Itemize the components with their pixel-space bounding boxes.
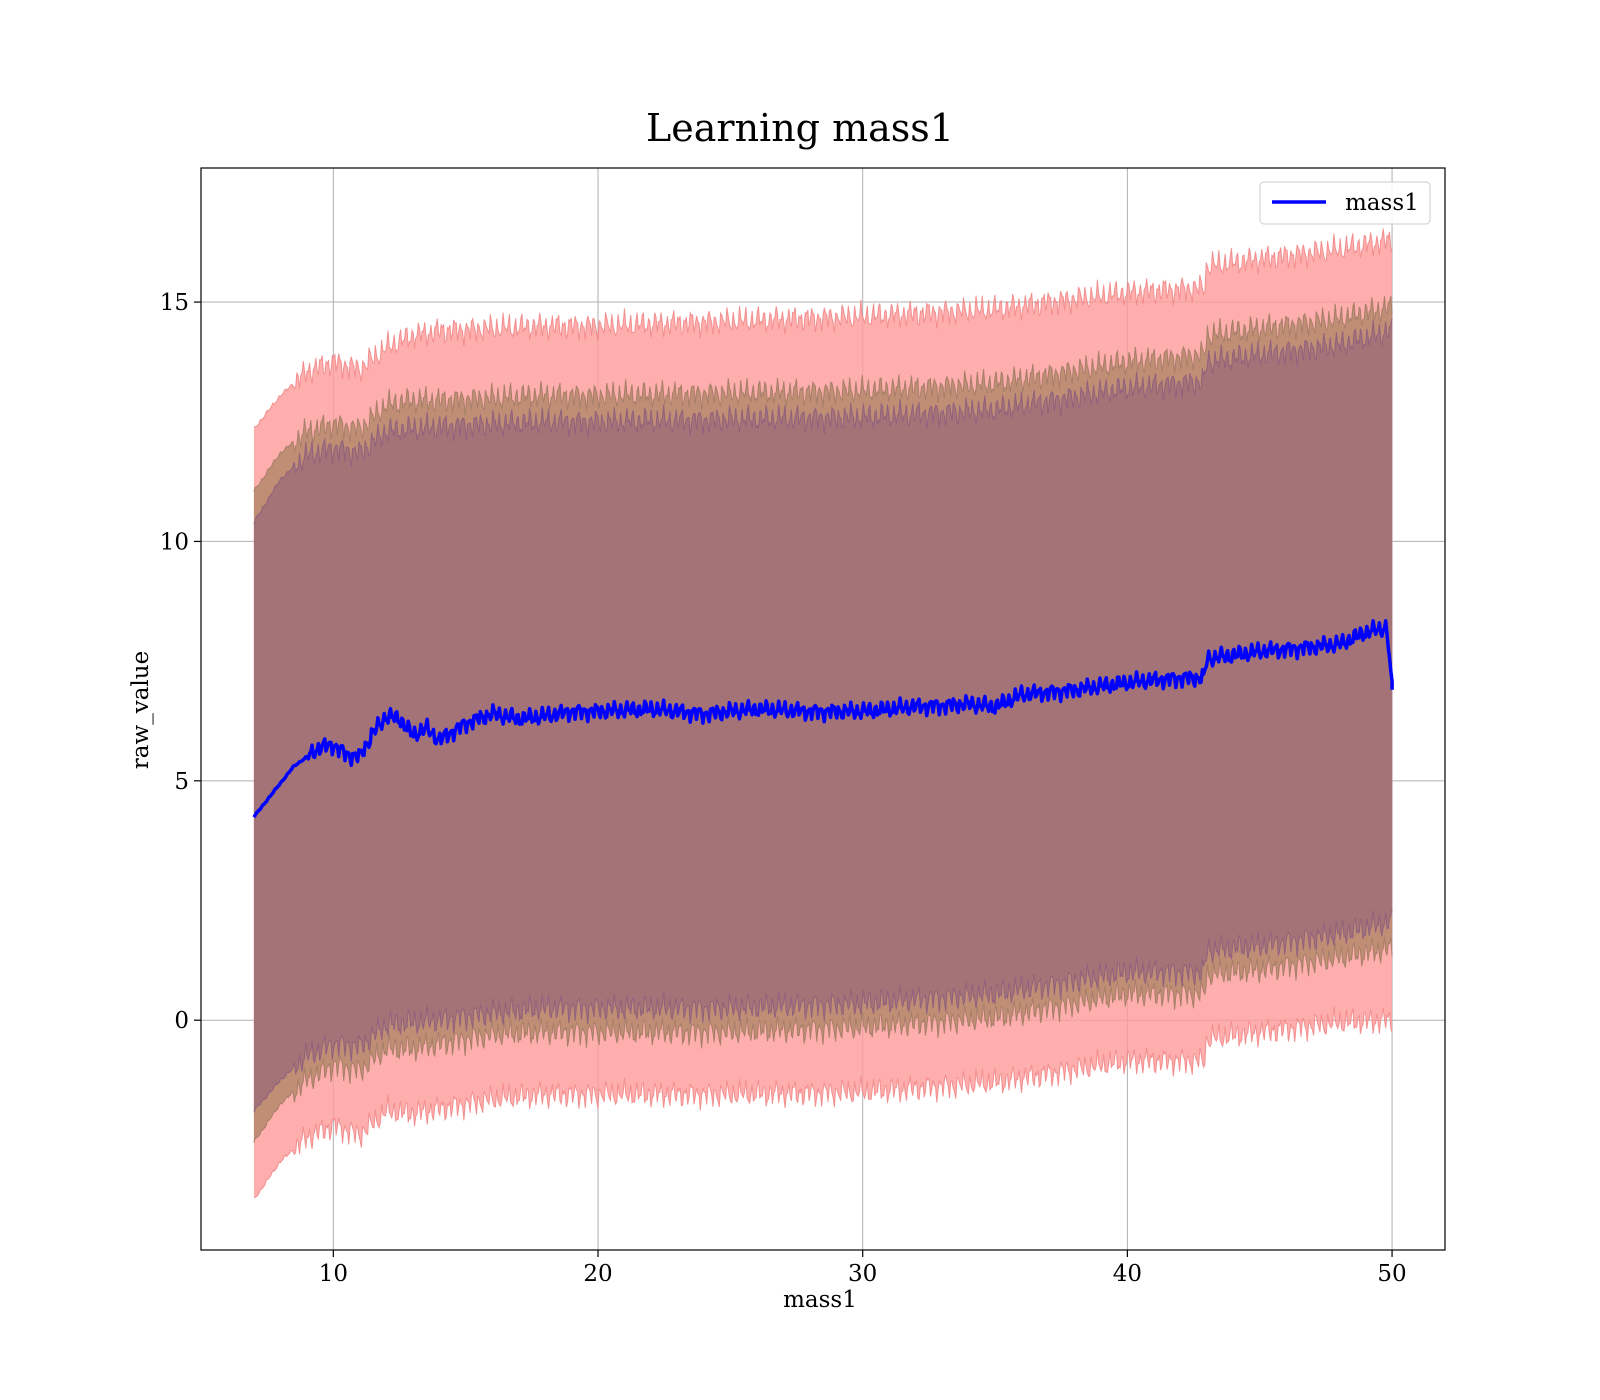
series-line-mass1	[252, 619, 1394, 819]
y-axis-ticks: 0 5 10 15	[160, 290, 201, 1034]
x-axis-label: mass1	[783, 1287, 857, 1313]
legend: mass1	[1259, 181, 1431, 225]
band-upper-edge	[253, 317, 1393, 524]
band-lower-edge	[253, 1006, 1393, 1199]
plot-frame	[200, 167, 1446, 1251]
x-tick-label: 40	[1113, 1261, 1142, 1287]
x-tick-label: 30	[848, 1261, 877, 1287]
legend-label: mass1	[1345, 190, 1419, 216]
chart-title: Learning mass1	[646, 106, 954, 150]
band-upper-edge	[253, 295, 1393, 492]
legend-box	[1259, 181, 1431, 225]
band-upper-edge	[253, 228, 1393, 428]
y-tick-label: 5	[174, 769, 189, 795]
series-lines	[252, 619, 1394, 819]
y-tick-label: 15	[160, 290, 189, 316]
band-lower-edge	[253, 937, 1393, 1143]
x-axis-ticks: 10 20 30 40 50	[319, 1250, 1407, 1287]
x-tick-label: 20	[583, 1261, 612, 1287]
x-tick-label: 50	[1377, 1261, 1406, 1287]
y-tick-label: 0	[174, 1008, 189, 1034]
y-tick-label: 10	[160, 529, 189, 555]
band-lower-edge	[253, 909, 1393, 1113]
y-axis-label: raw_value	[128, 651, 154, 769]
x-tick-label: 10	[319, 1261, 348, 1287]
